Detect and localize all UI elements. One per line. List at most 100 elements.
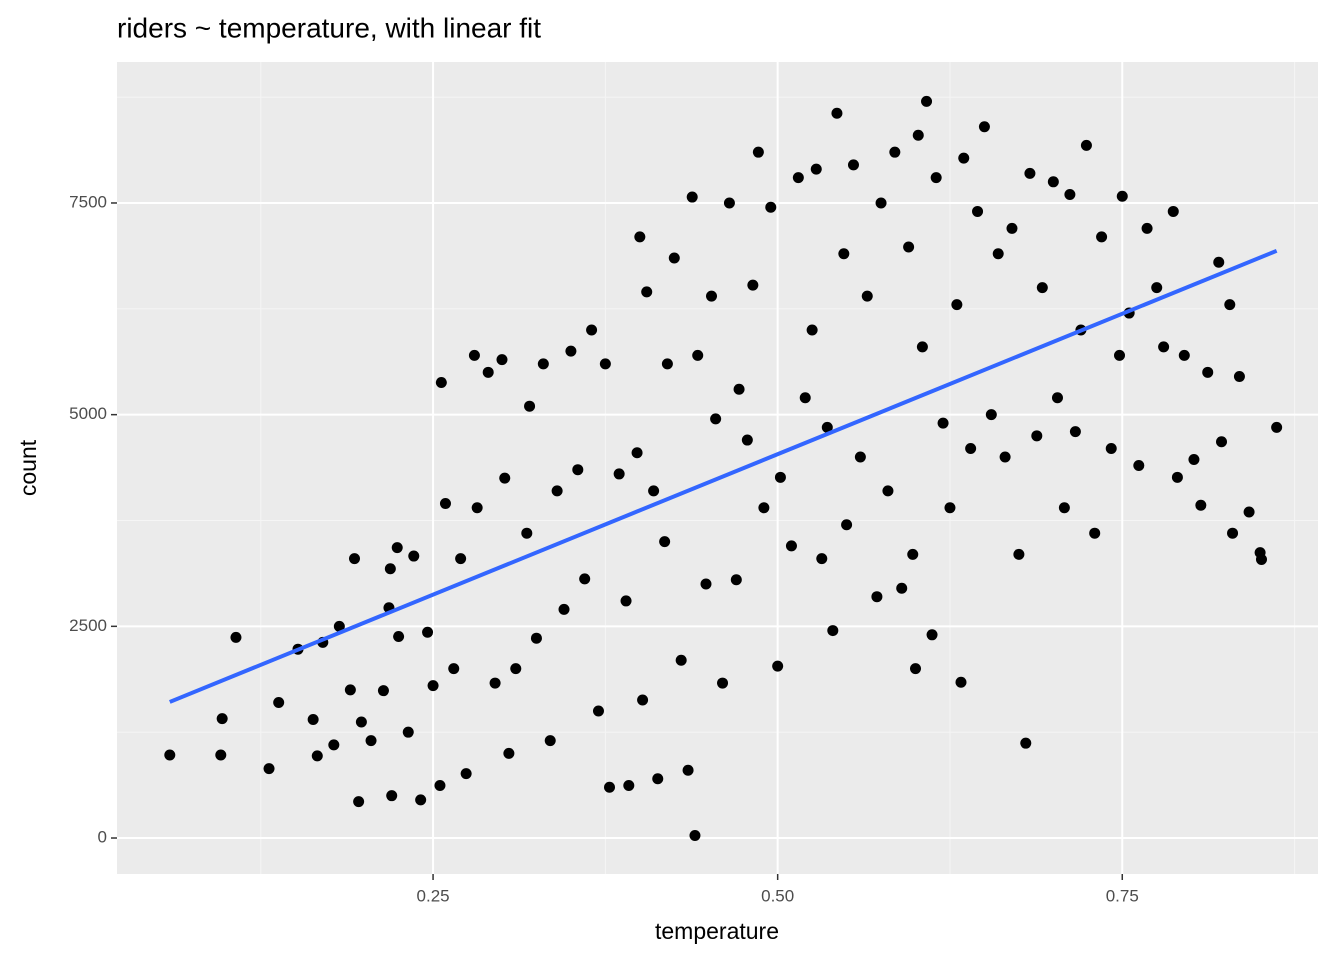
point (689, 829, 701, 841)
point (1089, 527, 1101, 539)
fit-line (169, 248, 1278, 704)
point (1069, 426, 1081, 438)
point (613, 468, 625, 480)
point (307, 713, 319, 725)
point (328, 739, 340, 751)
point (273, 697, 285, 709)
point (774, 471, 786, 483)
point (592, 705, 604, 717)
point (1243, 506, 1255, 518)
point (1216, 436, 1228, 448)
point (1058, 502, 1070, 514)
point (530, 632, 542, 644)
point (723, 197, 735, 209)
point (1213, 256, 1225, 268)
point (965, 443, 977, 455)
point (311, 750, 323, 762)
point (422, 626, 434, 638)
point (572, 464, 584, 476)
point (1020, 737, 1032, 749)
point (558, 603, 570, 615)
point (854, 451, 866, 463)
point (623, 780, 635, 792)
point (926, 629, 938, 641)
point (955, 676, 967, 688)
point (700, 578, 712, 590)
x-tick-label: 0.75 (1106, 886, 1139, 905)
point (1151, 282, 1163, 294)
point (386, 790, 398, 802)
point (353, 796, 365, 808)
point (377, 685, 389, 697)
point (1105, 443, 1117, 455)
y-tick-label: 7500 (69, 192, 107, 211)
point (741, 434, 753, 446)
point (999, 451, 1011, 463)
point (847, 159, 859, 171)
point (921, 95, 933, 107)
point (1188, 454, 1200, 466)
point (496, 354, 508, 366)
point (1227, 527, 1239, 539)
point (1158, 341, 1170, 353)
point (717, 677, 729, 689)
point (668, 252, 680, 264)
point (537, 358, 549, 370)
point (355, 716, 367, 728)
point (875, 197, 887, 209)
point (1233, 371, 1245, 383)
point (333, 620, 345, 632)
point (951, 299, 963, 311)
point (992, 248, 1004, 260)
point (631, 447, 643, 459)
point (682, 764, 694, 776)
point (648, 485, 660, 497)
point (816, 553, 828, 565)
point (460, 768, 472, 780)
point (503, 747, 515, 759)
point (1167, 205, 1179, 217)
point (985, 409, 997, 421)
y-tick-label: 0 (98, 827, 107, 846)
point (1178, 349, 1190, 361)
point (551, 485, 563, 497)
point (344, 684, 356, 696)
point (348, 553, 360, 565)
point (637, 694, 649, 706)
point (831, 107, 843, 119)
point (978, 121, 990, 133)
point (604, 781, 616, 793)
point (810, 163, 822, 175)
point (785, 540, 797, 552)
point (435, 376, 447, 388)
point (806, 324, 818, 336)
point (1024, 167, 1036, 179)
point (907, 548, 919, 560)
point (620, 595, 632, 607)
point (482, 366, 494, 378)
point (710, 413, 722, 425)
point (799, 392, 811, 404)
point (972, 205, 984, 217)
point (821, 421, 833, 433)
point (1202, 366, 1214, 378)
point (1195, 499, 1207, 511)
point (912, 129, 924, 141)
point (827, 625, 839, 637)
point (930, 172, 942, 184)
point (937, 417, 949, 429)
point (579, 573, 591, 585)
point (871, 591, 883, 603)
point (489, 677, 501, 689)
point (1271, 421, 1283, 433)
point (1036, 282, 1048, 294)
point (408, 550, 420, 562)
point (1006, 222, 1018, 234)
point (586, 324, 598, 336)
point (792, 172, 804, 184)
point (916, 341, 928, 353)
point (524, 400, 536, 412)
point (521, 527, 533, 539)
point (1013, 548, 1025, 560)
chart-title: riders ~ temperature, with linear fit (117, 12, 541, 43)
